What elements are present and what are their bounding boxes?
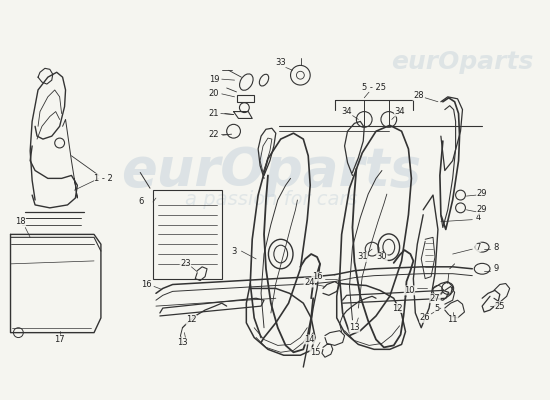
Text: 3: 3 xyxy=(231,246,236,256)
Bar xyxy=(236,95,254,102)
Bar xyxy=(153,190,222,279)
Text: 8: 8 xyxy=(493,243,499,252)
Text: 12: 12 xyxy=(392,304,403,312)
Text: 16: 16 xyxy=(312,272,322,281)
Text: 12: 12 xyxy=(186,315,196,324)
Text: 17: 17 xyxy=(54,335,65,344)
Text: 30: 30 xyxy=(377,252,387,262)
Text: 4: 4 xyxy=(476,213,481,222)
Text: 29: 29 xyxy=(477,205,487,214)
Text: 18: 18 xyxy=(15,217,26,226)
Text: 28: 28 xyxy=(413,91,424,100)
Text: 10: 10 xyxy=(404,286,415,295)
Text: 22: 22 xyxy=(208,130,219,139)
Text: 34: 34 xyxy=(341,107,352,116)
Text: 20: 20 xyxy=(208,89,219,98)
Text: 21: 21 xyxy=(208,109,219,118)
Text: 16: 16 xyxy=(141,280,151,289)
Text: eurOparts: eurOparts xyxy=(121,144,421,196)
Text: 14: 14 xyxy=(304,335,315,344)
Text: 7: 7 xyxy=(476,243,481,252)
Text: 5: 5 xyxy=(434,304,439,312)
Text: 27: 27 xyxy=(430,294,441,303)
Text: eurOparts: eurOparts xyxy=(391,50,534,74)
Text: 5 - 25: 5 - 25 xyxy=(362,82,386,92)
Text: 24: 24 xyxy=(304,278,315,287)
Text: 23: 23 xyxy=(180,259,191,268)
Text: 31: 31 xyxy=(357,252,367,262)
Text: 1 - 2: 1 - 2 xyxy=(95,174,113,183)
Text: 25: 25 xyxy=(494,302,505,311)
Text: 13: 13 xyxy=(177,338,188,347)
Text: 33: 33 xyxy=(276,58,286,67)
Text: 13: 13 xyxy=(349,323,360,332)
Text: 15: 15 xyxy=(310,348,320,357)
Text: 26: 26 xyxy=(420,314,431,322)
Text: 6: 6 xyxy=(139,198,144,206)
Text: 9: 9 xyxy=(493,264,498,273)
Text: 29: 29 xyxy=(477,189,487,198)
Text: 19: 19 xyxy=(208,75,219,84)
Text: a passion for cars: a passion for cars xyxy=(185,190,357,210)
Text: 11: 11 xyxy=(447,315,458,324)
Text: 34: 34 xyxy=(394,107,405,116)
